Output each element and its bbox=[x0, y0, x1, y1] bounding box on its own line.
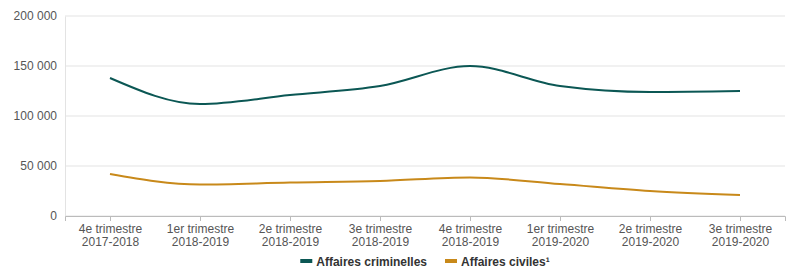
y-axis: 0 50 000 100 000 150 000 200 000 bbox=[14, 9, 66, 223]
legend-swatch bbox=[445, 259, 457, 263]
x-tick-mark bbox=[380, 216, 381, 221]
x-tick-label: 1er trimestre2018-2019 bbox=[167, 222, 235, 250]
grid bbox=[65, 16, 785, 216]
y-tick-label: 0 bbox=[50, 209, 57, 223]
grid-line bbox=[65, 16, 785, 17]
legend-label: Affaires civiles¹ bbox=[461, 255, 550, 269]
x-tick: 2e trimestre2019-2020 bbox=[619, 216, 683, 249]
x-tick-label: 4e trimestre2017-2018 bbox=[79, 222, 143, 250]
grid-line bbox=[65, 116, 785, 117]
grid-line bbox=[65, 166, 785, 167]
y-tick-label: 150 000 bbox=[14, 59, 58, 73]
x-tick-label-line: 2018-2019 bbox=[262, 235, 320, 249]
series-line bbox=[110, 174, 740, 195]
x-axis: 4e trimestre2017-20181er trimestre2018-2… bbox=[66, 216, 786, 249]
legend-item: Affaires criminelles bbox=[300, 255, 427, 269]
x-tick-label-line: 2e trimestre bbox=[259, 222, 323, 236]
x-tick: 1er trimestre2019-2020 bbox=[527, 216, 595, 249]
legend-label: Affaires criminelles bbox=[316, 255, 427, 269]
x-tick-label-line: 2e trimestre bbox=[619, 222, 683, 236]
x-tick-label: 3e trimestre2019-2020 bbox=[709, 222, 773, 250]
legend: Affaires criminelles Affaires civiles¹ bbox=[300, 255, 549, 269]
plot-lines bbox=[110, 66, 740, 195]
y-tick: 150 000 bbox=[14, 59, 65, 73]
x-tick-label-line: 2018-2019 bbox=[352, 235, 410, 249]
legend-swatch bbox=[300, 259, 312, 263]
x-tick-label-line: 2018-2019 bbox=[442, 235, 500, 249]
chart: 0 50 000 100 000 150 000 200 000 4e trimestre… bbox=[0, 0, 790, 277]
x-tick-label-line: 4e trimestre bbox=[79, 222, 143, 236]
x-axis-line bbox=[66, 217, 786, 222]
x-tick-label: 2e trimestre2018-2019 bbox=[259, 222, 323, 250]
x-tick-label-line: 2019-2020 bbox=[532, 235, 590, 249]
x-tick-mark bbox=[740, 216, 741, 221]
x-tick-label-line: 1er trimestre bbox=[527, 222, 595, 236]
x-tick-mark bbox=[110, 216, 111, 221]
x-tick-label: 4e trimestre2018-2019 bbox=[439, 222, 503, 250]
y-tick-label: 100 000 bbox=[14, 109, 58, 123]
x-tick-mark bbox=[560, 216, 561, 221]
y-tick-label: 200 000 bbox=[14, 9, 58, 23]
x-tick-label-line: 2018-2019 bbox=[172, 235, 230, 249]
legend-item: Affaires civiles¹ bbox=[445, 255, 550, 269]
x-tick-label: 1er trimestre2019-2020 bbox=[527, 222, 595, 250]
x-tick-label-line: 3e trimestre bbox=[349, 222, 413, 236]
x-tick-label-line: 3e trimestre bbox=[709, 222, 773, 236]
x-tick: 3e trimestre2019-2020 bbox=[709, 216, 773, 249]
y-tick: 50 000 bbox=[20, 159, 65, 173]
y-tick-label: 50 000 bbox=[20, 159, 57, 173]
x-tick-label-line: 2019-2020 bbox=[712, 235, 770, 249]
x-tick-label: 3e trimestre2018-2019 bbox=[349, 222, 413, 250]
x-tick-mark bbox=[200, 216, 201, 221]
x-tick-mark bbox=[650, 216, 651, 221]
x-tick: 4e trimestre2017-2018 bbox=[79, 216, 143, 249]
x-tick-mark bbox=[290, 216, 291, 221]
x-tick: 3e trimestre2018-2019 bbox=[349, 216, 413, 249]
y-axis-line bbox=[65, 17, 66, 217]
x-tick-label: 2e trimestre2019-2020 bbox=[619, 222, 683, 250]
y-tick: 200 000 bbox=[14, 9, 65, 23]
x-tick-label-line: 2017-2018 bbox=[82, 235, 140, 249]
x-tick-label-line: 4e trimestre bbox=[439, 222, 503, 236]
y-tick: 0 bbox=[50, 209, 65, 223]
x-tick-mark bbox=[470, 216, 471, 221]
x-tick: 4e trimestre2018-2019 bbox=[439, 216, 503, 249]
x-tick: 2e trimestre2018-2019 bbox=[259, 216, 323, 249]
x-tick-label-line: 2019-2020 bbox=[622, 235, 680, 249]
series-line bbox=[110, 66, 740, 104]
grid-line bbox=[65, 66, 785, 67]
y-tick: 100 000 bbox=[14, 109, 65, 123]
x-tick: 1er trimestre2018-2019 bbox=[167, 216, 235, 249]
x-tick-label-line: 1er trimestre bbox=[167, 222, 235, 236]
